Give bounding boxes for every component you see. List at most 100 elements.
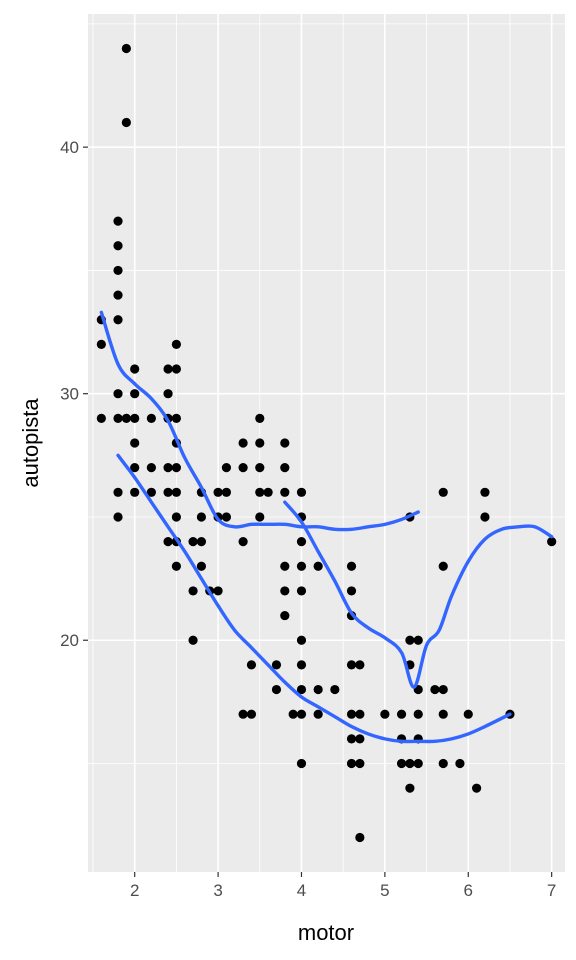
data-point: [271, 684, 282, 695]
data-point: [480, 487, 490, 497]
data-point: [163, 487, 173, 497]
data-point: [246, 660, 257, 670]
data-point: [296, 586, 307, 596]
x-axis-title: motor: [298, 920, 354, 945]
data-point: [346, 586, 357, 596]
data-point: [313, 561, 323, 571]
data-point: [255, 512, 265, 522]
x-tick-label: 7: [547, 881, 556, 900]
data-point: [221, 512, 232, 522]
data-point: [438, 709, 448, 719]
data-point: [280, 438, 290, 448]
data-point: [313, 684, 323, 695]
data-point: [130, 463, 140, 473]
data-point: [146, 463, 156, 473]
data-point: [113, 315, 123, 325]
data-point: [146, 487, 156, 497]
data-point: [163, 389, 173, 399]
data-point: [255, 413, 265, 423]
data-point: [346, 660, 357, 670]
data-point: [238, 463, 248, 473]
data-point: [221, 463, 232, 473]
data-point: [171, 413, 181, 423]
data-point: [438, 684, 448, 695]
grid-major: [88, 14, 565, 872]
data-point: [271, 660, 282, 670]
data-point: [130, 389, 140, 399]
data-point: [413, 635, 423, 645]
data-point: [280, 463, 290, 473]
data-point: [346, 561, 357, 571]
data-point: [405, 635, 415, 645]
data-point: [346, 709, 357, 719]
x-tick-label: 3: [213, 881, 222, 900]
data-point: [171, 512, 181, 522]
data-point: [438, 487, 448, 497]
data-point: [121, 117, 131, 128]
data-point: [296, 561, 307, 571]
data-point: [296, 487, 307, 497]
data-point: [430, 684, 440, 695]
data-point: [213, 487, 223, 497]
y-tick-label: 20: [60, 631, 79, 650]
data-point: [255, 438, 265, 448]
data-point: [263, 487, 273, 497]
data-point: [396, 758, 407, 769]
data-point: [188, 537, 198, 547]
data-point: [405, 783, 415, 793]
y-tick-label: 40: [60, 138, 79, 157]
data-point: [238, 709, 248, 719]
data-point: [413, 758, 423, 769]
data-point: [130, 487, 140, 497]
data-points: [96, 43, 557, 843]
data-point: [121, 413, 131, 423]
data-point: [113, 265, 123, 276]
x-axis: 2 3 4 5 6 7: [130, 872, 556, 900]
data-point: [463, 709, 473, 719]
data-point: [96, 339, 106, 349]
y-tick-label: 30: [60, 385, 79, 404]
data-point: [238, 438, 248, 448]
data-point: [296, 660, 307, 670]
data-point: [405, 758, 415, 769]
data-point: [130, 413, 140, 423]
data-point: [346, 758, 357, 769]
data-point: [355, 832, 365, 843]
data-point: [296, 537, 307, 547]
data-point: [113, 241, 123, 251]
data-point: [171, 487, 181, 497]
data-point: [163, 537, 173, 547]
data-point: [196, 512, 207, 522]
data-point: [296, 684, 307, 695]
data-point: [330, 684, 340, 695]
data-point: [280, 561, 290, 571]
y-axis-title: autopista: [18, 398, 43, 488]
x-tick-label: 4: [297, 881, 306, 900]
data-point: [255, 463, 265, 473]
smooth-lines: [99, 310, 554, 744]
data-point: [113, 512, 123, 522]
data-point: [171, 561, 181, 571]
data-point: [188, 635, 198, 645]
data-point: [413, 709, 423, 719]
data-point: [480, 512, 490, 522]
data-point: [396, 709, 407, 719]
data-point: [221, 487, 232, 497]
data-point: [288, 709, 298, 719]
data-point: [113, 487, 123, 497]
smooth-line-3: [116, 453, 512, 744]
data-point: [196, 537, 207, 547]
data-point: [280, 487, 290, 497]
data-point: [171, 339, 181, 349]
data-point: [380, 709, 390, 719]
data-point: [355, 660, 365, 670]
data-point: [163, 364, 173, 374]
data-point: [146, 413, 156, 423]
data-point: [163, 463, 173, 473]
smooth-line-2: [283, 500, 554, 689]
data-point: [355, 734, 365, 744]
data-point: [171, 463, 181, 473]
data-point: [171, 364, 181, 374]
data-point: [355, 709, 365, 719]
